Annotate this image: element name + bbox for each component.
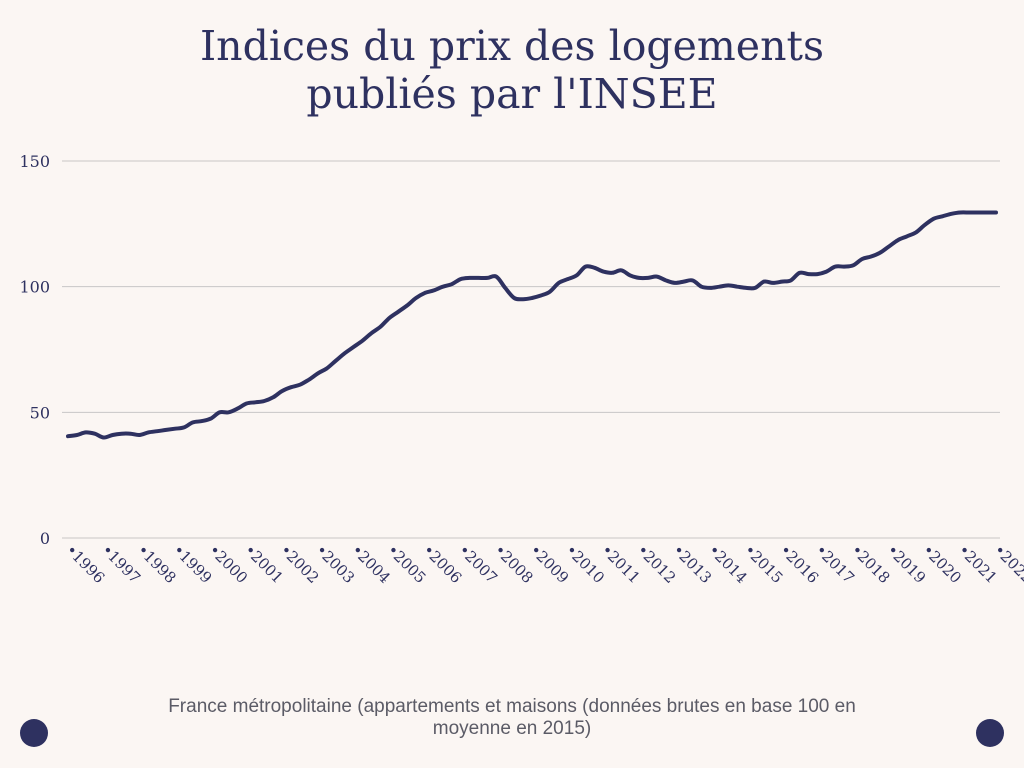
x-tick-label: •2009 xyxy=(526,541,572,587)
chart-title: Indices du prix des logements publiés pa… xyxy=(0,22,1024,118)
x-tick-label: •2003 xyxy=(312,541,358,587)
x-tick-label: •2015 xyxy=(740,541,786,587)
y-tick-label: 150 xyxy=(19,152,50,171)
x-tick-label: •2001 xyxy=(241,541,287,587)
x-tick-label: •2014 xyxy=(705,541,751,587)
x-tick-label: •2007 xyxy=(455,541,501,587)
x-tick-label: •1997 xyxy=(98,541,144,587)
x-tick-label: •2000 xyxy=(205,541,251,587)
x-tick-label: •2019 xyxy=(883,541,929,587)
chart-title-line-2: publiés par l'INSEE xyxy=(306,70,718,118)
x-tick-label: •2010 xyxy=(562,541,608,587)
x-tick-label: •2008 xyxy=(491,541,537,587)
chart-caption: France métropolitaine (appartements et m… xyxy=(168,696,856,739)
x-tick-label: •2011 xyxy=(598,541,644,587)
x-tick-label: •1999 xyxy=(169,541,215,587)
x-tick-label: •2004 xyxy=(348,541,394,587)
x-tick-label: •2012 xyxy=(633,541,679,587)
x-tick-label: •2021 xyxy=(955,541,1001,587)
x-axis-tick-labels: •1996•1997•1998•1999•2000•2001•2002•2003… xyxy=(62,541,1024,587)
gridlines xyxy=(62,160,1000,539)
x-tick-label: •2018 xyxy=(848,541,894,587)
x-tick-label: •2020 xyxy=(919,541,965,587)
x-tick-label: •2005 xyxy=(384,541,430,587)
chart-title-line-1: Indices du prix des logements xyxy=(199,22,824,70)
y-axis-tick-labels: 0 50 100 150 xyxy=(19,152,50,548)
x-tick-label: •2013 xyxy=(669,541,715,587)
x-tick-label: •2002 xyxy=(276,541,322,587)
x-tick-label: •2022 xyxy=(990,541,1024,587)
y-tick-label: 50 xyxy=(30,403,50,422)
x-tick-label: •2017 xyxy=(812,541,858,587)
x-tick-label: •1996 xyxy=(62,541,108,587)
x-tick-label: •1998 xyxy=(134,541,180,587)
x-tick-label: •2006 xyxy=(419,541,465,587)
decorative-dot-right xyxy=(976,719,1004,747)
decorative-dot-left xyxy=(20,719,48,747)
x-tick-label: •2016 xyxy=(776,541,822,587)
y-tick-label: 0 xyxy=(40,529,50,548)
y-tick-label: 100 xyxy=(19,278,50,297)
series-line-price-index xyxy=(66,210,998,440)
